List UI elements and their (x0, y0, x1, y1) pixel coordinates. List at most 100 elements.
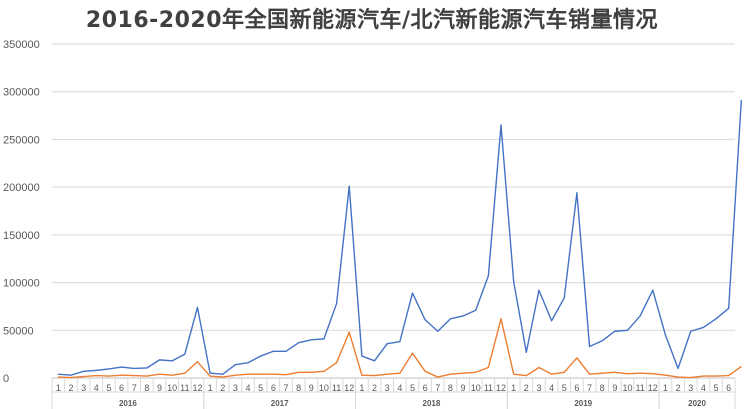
data-point (576, 192, 578, 194)
x-tick-label-month: 3 (688, 383, 693, 393)
x-tick-label-month: 5 (258, 383, 263, 393)
x-tick-label-month: 12 (496, 383, 506, 393)
x-tick-label-month: 1 (511, 383, 516, 393)
data-point (386, 343, 388, 345)
data-point (475, 371, 477, 373)
data-point (108, 368, 110, 370)
x-tick-label-month: 1 (56, 383, 61, 393)
data-point (728, 375, 730, 377)
x-tick-label-month: 10 (622, 383, 632, 393)
x-tick-label-month: 5 (562, 383, 567, 393)
x-tick-label-month: 3 (81, 383, 86, 393)
x-tick-label-month: 6 (271, 383, 276, 393)
data-point (462, 315, 464, 317)
data-point (196, 361, 199, 363)
data-point (513, 373, 515, 375)
x-tick-label-month: 4 (397, 383, 402, 393)
data-point (209, 372, 211, 374)
x-tick-label-month: 1 (663, 383, 668, 393)
data-point (399, 341, 401, 343)
data-point (285, 374, 287, 376)
data-point (525, 351, 527, 353)
data-point (576, 357, 578, 359)
data-point (740, 99, 742, 101)
x-tick-label-month: 10 (471, 383, 481, 393)
data-point (373, 360, 376, 362)
data-point (146, 375, 148, 377)
data-point (601, 372, 603, 374)
data-point (462, 372, 464, 374)
data-point (146, 367, 148, 369)
data-point (247, 373, 249, 375)
data-point (373, 375, 376, 377)
data-point (70, 374, 72, 376)
series-lines (57, 99, 743, 379)
y-axis-tick-labels: 0 50000 100000 150000 200000 250000 300000 3500… (3, 39, 40, 385)
data-point (513, 281, 515, 283)
data-point (348, 185, 350, 187)
x-tick-label-month: 9 (157, 383, 162, 393)
x-tick-label-month: 2 (676, 383, 681, 393)
data-point (133, 375, 135, 377)
data-point (298, 342, 300, 344)
data-point (690, 376, 692, 379)
data-point (563, 297, 565, 299)
gridlines (52, 43, 735, 379)
x-tick-label-month: 10 (319, 383, 329, 393)
data-point (222, 376, 224, 378)
data-point (500, 124, 502, 126)
data-point (437, 330, 439, 332)
x-tick-label-month: 11 (635, 383, 644, 393)
series-line-baic (58, 318, 742, 379)
data-point (614, 371, 616, 373)
y-tick-label: 100000 (3, 278, 40, 290)
data-point (538, 289, 540, 291)
data-point (677, 376, 679, 378)
data-point (702, 375, 704, 377)
x-tick-label-month: 10 (167, 383, 177, 393)
data-point (449, 373, 452, 375)
data-point (83, 370, 85, 372)
data-point (588, 345, 591, 348)
y-tick-label: 150000 (3, 230, 40, 242)
data-point (348, 331, 350, 333)
x-tick-label-month: 2 (372, 383, 377, 393)
data-point (639, 372, 641, 374)
data-point (171, 360, 173, 362)
x-tick-label-month: 12 (344, 383, 354, 393)
y-tick-label: 250000 (3, 134, 40, 146)
data-point (70, 376, 72, 379)
data-point (57, 373, 59, 375)
x-tick-label-month: 6 (726, 383, 731, 393)
data-point (690, 330, 692, 332)
data-point (424, 370, 426, 372)
x-tick-label-month: 4 (94, 383, 99, 393)
data-point (361, 355, 363, 357)
data-point (487, 366, 489, 369)
y-tick-label: 0 (3, 373, 9, 385)
y-tick-label: 50000 (3, 325, 34, 337)
data-point (184, 372, 186, 374)
data-point (664, 334, 667, 336)
data-point (702, 326, 704, 329)
data-point (83, 375, 85, 378)
data-point (234, 364, 236, 366)
x-tick-label-year: 2016 (119, 399, 137, 408)
data-point (551, 373, 553, 375)
x-tick-label-month: 2 (68, 383, 73, 393)
data-point (475, 309, 477, 311)
data-point (715, 318, 717, 320)
x-tick-label-month: 9 (309, 383, 314, 393)
data-point (247, 362, 249, 364)
x-tick-label-month: 6 (119, 383, 124, 393)
data-point (449, 318, 452, 320)
data-point (133, 367, 135, 370)
x-tick-label-month: 7 (283, 383, 288, 393)
data-point (386, 373, 388, 375)
data-point (424, 319, 426, 321)
data-point (209, 375, 211, 377)
data-point (335, 362, 338, 364)
x-tick-label-month: 1 (359, 383, 364, 393)
